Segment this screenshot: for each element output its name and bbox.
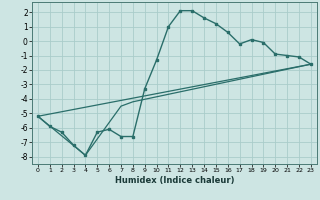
X-axis label: Humidex (Indice chaleur): Humidex (Indice chaleur) bbox=[115, 176, 234, 185]
